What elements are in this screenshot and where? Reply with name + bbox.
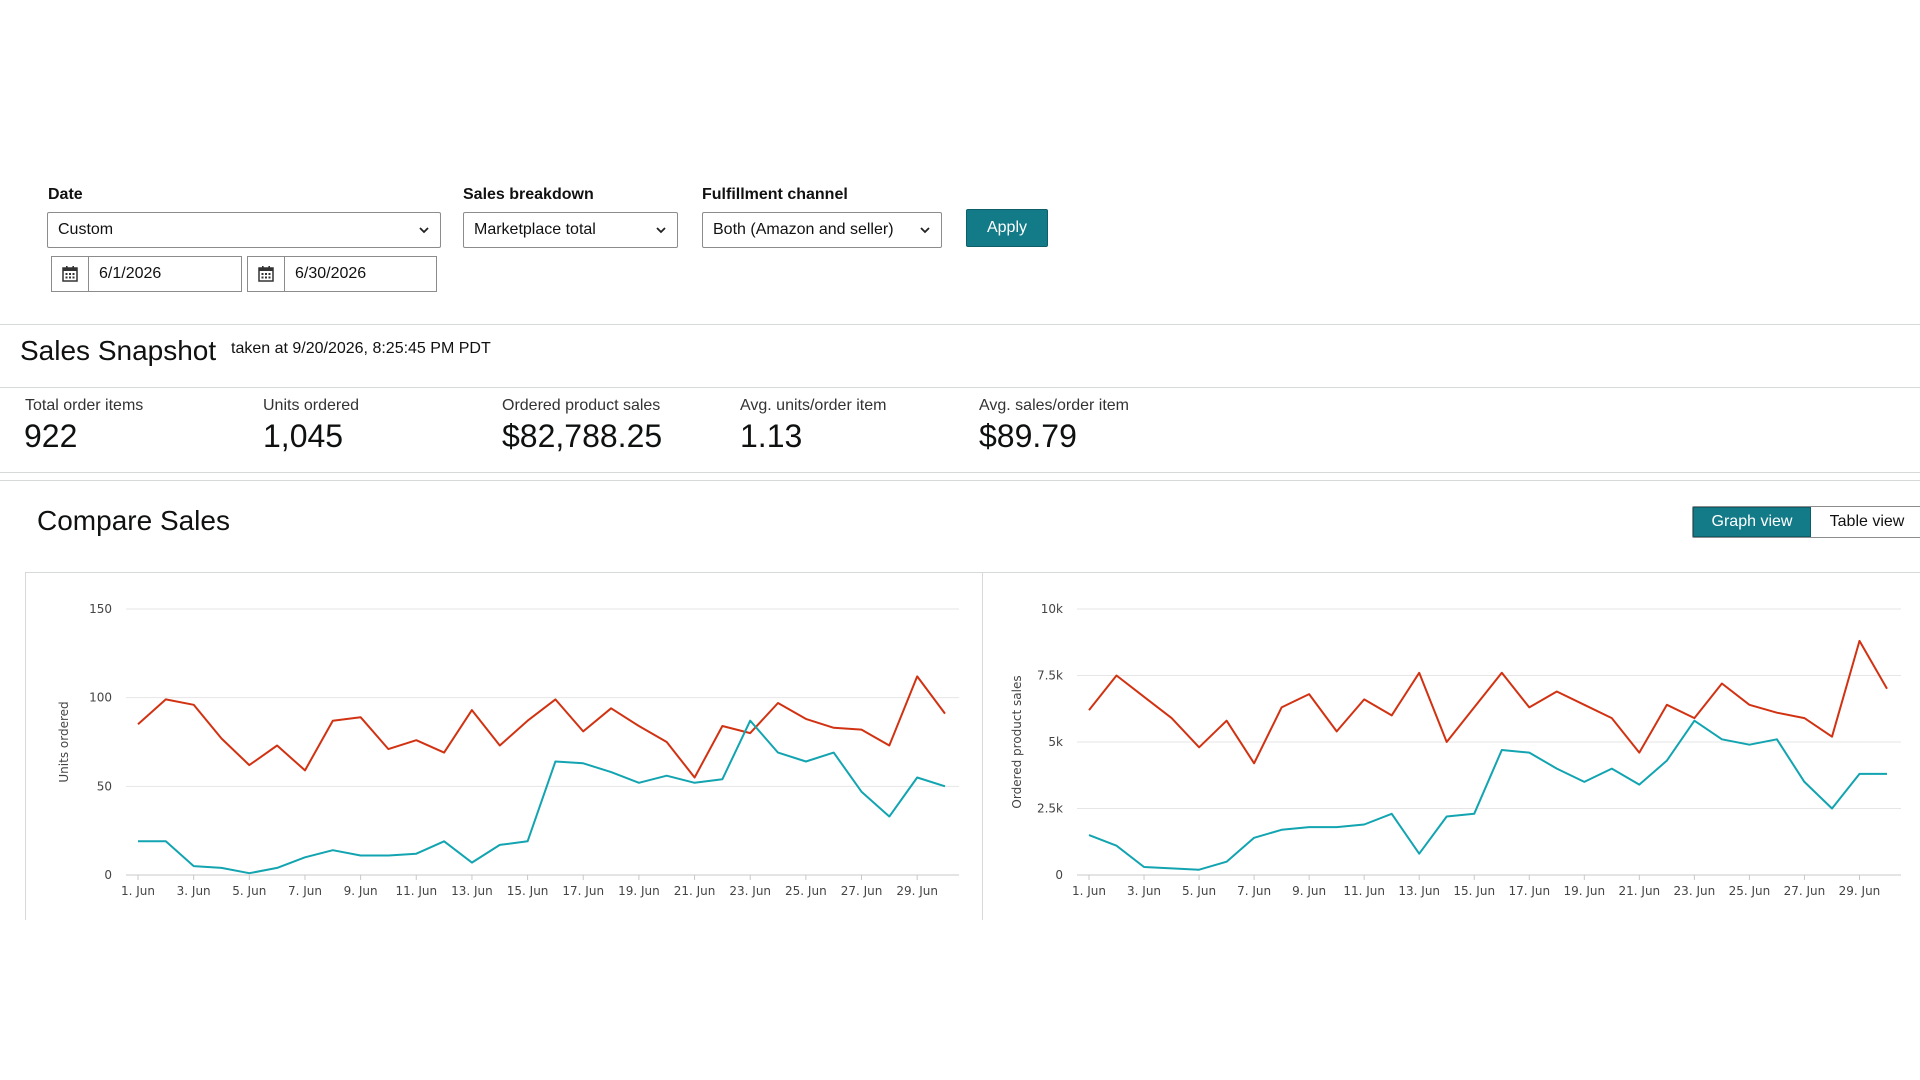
- metric-label-avg-sales-per-order-item: Avg. sales/order item: [979, 397, 1129, 414]
- x-tick-label: 25. Jun: [1729, 884, 1771, 898]
- divider: [0, 324, 1920, 325]
- x-tick-label: 25. Jun: [785, 884, 827, 898]
- sales-breakdown-label: Sales breakdown: [463, 186, 594, 203]
- x-tick-label: 7. Jun: [288, 884, 322, 898]
- x-tick-label: 3. Jun: [177, 884, 211, 898]
- calendar-icon[interactable]: [52, 257, 89, 291]
- ordered-product-sales-chart-panel: 0 2.5k 5k 7.5k 10k Ordered product sales 1. Ju…: [983, 572, 1920, 920]
- fulfillment-channel-select[interactable]: Both (Amazon and seller): [702, 212, 942, 248]
- ordered-product-sales-chart: 0 2.5k 5k 7.5k 10k Ordered product sales 1. Ju…: [1010, 602, 1901, 898]
- date-range-select[interactable]: Custom: [47, 212, 441, 248]
- view-toggle: Graph view Table view: [1692, 506, 1920, 538]
- x-tick-label: 9. Jun: [344, 884, 378, 898]
- metric-label-avg-units-per-order-item: Avg. units/order item: [740, 397, 887, 414]
- metric-label-total-order-items: Total order items: [25, 397, 144, 414]
- sales-breakdown-value: Marketplace total: [474, 221, 596, 238]
- metric-value-avg-units-per-order-item: 1.13: [740, 418, 803, 454]
- chevron-down-icon: [419, 227, 429, 234]
- end-date-field[interactable]: 6/30/2026: [247, 256, 437, 292]
- metric-label-ordered-product-sales: Ordered product sales: [502, 397, 661, 414]
- end-date-value: 6/30/2026: [295, 265, 367, 282]
- x-tick-label: 23. Jun: [1674, 884, 1716, 898]
- x-tick-label: 1. Jun: [121, 884, 155, 898]
- y-axis-title: Ordered product sales: [1010, 675, 1024, 808]
- x-tick-label: 27. Jun: [1784, 884, 1826, 898]
- fulfillment-channel-label: Fulfillment channel: [702, 186, 848, 203]
- x-tick-label: 5. Jun: [1182, 884, 1216, 898]
- chevron-down-icon: [656, 227, 666, 234]
- x-tick-label: 11. Jun: [395, 884, 437, 898]
- units-ordered-chart: 0 50 100 150 Units ordered 1. Jun 3. Jun 5. Jun…: [57, 602, 959, 898]
- y-tick-label: 7.5k: [1037, 669, 1063, 683]
- fulfillment-channel-value: Both (Amazon and seller): [713, 221, 894, 238]
- x-tick-label: 29. Jun: [896, 884, 938, 898]
- y-tick-label: 50: [97, 779, 112, 793]
- series-line-red: [137, 675, 946, 779]
- sales-breakdown-select[interactable]: Marketplace total: [463, 212, 678, 248]
- graph-view-button[interactable]: Graph view: [1693, 507, 1811, 537]
- x-tick-label: 5. Jun: [232, 884, 266, 898]
- metric-value-units-ordered: 1,045: [263, 418, 344, 454]
- x-tick-label: 13. Jun: [451, 884, 493, 898]
- series-line-red: [1088, 639, 1888, 765]
- start-date-value: 6/1/2026: [99, 265, 162, 282]
- divider: [0, 472, 1920, 473]
- y-tick-label: 10k: [1041, 602, 1063, 616]
- compare-sales-title: Compare Sales: [37, 505, 230, 536]
- start-date-field[interactable]: 6/1/2026: [51, 256, 242, 292]
- chevron-down-icon: [920, 227, 930, 234]
- x-tick-label: 7. Jun: [1237, 884, 1271, 898]
- x-tick-label: 21. Jun: [1619, 884, 1661, 898]
- calendar-icon[interactable]: [248, 257, 285, 291]
- divider: [0, 480, 1920, 481]
- x-tick-label: 19. Jun: [618, 884, 660, 898]
- y-tick-label: 0: [104, 868, 112, 882]
- y-axis-title: Units ordered: [57, 701, 71, 782]
- x-tick-label: 27. Jun: [841, 884, 883, 898]
- metric-value-ordered-product-sales: $82,788.25: [502, 418, 663, 454]
- series-line-teal: [138, 719, 946, 875]
- x-tick-label: 11. Jun: [1343, 884, 1385, 898]
- metric-value-total-order-items: 922: [24, 418, 78, 454]
- snapshot-timestamp: taken at 9/20/2026, 8:25:45 PM PDT: [231, 340, 491, 357]
- x-tick-label: 21. Jun: [674, 884, 716, 898]
- x-tick-label: 23. Jun: [729, 884, 771, 898]
- apply-button[interactable]: Apply: [966, 209, 1048, 247]
- x-tick-label: 13. Jun: [1398, 884, 1440, 898]
- snapshot-title: Sales Snapshot: [20, 335, 217, 366]
- y-tick-label: 100: [89, 691, 112, 705]
- x-tick-label: 17. Jun: [562, 884, 604, 898]
- y-tick-label: 0: [1055, 868, 1063, 882]
- series-line-teal: [1088, 719, 1887, 871]
- x-tick-label: 9. Jun: [1292, 884, 1326, 898]
- x-tick-label: 1. Jun: [1072, 884, 1106, 898]
- x-tick-label: 15. Jun: [1453, 884, 1495, 898]
- date-label: Date: [48, 186, 83, 203]
- date-range-value: Custom: [58, 221, 114, 238]
- x-tick-label: 15. Jun: [507, 884, 549, 898]
- units-ordered-chart-panel: 0 50 100 150 Units ordered 1. Jun 3. Jun 5. Jun…: [25, 572, 983, 920]
- x-tick-label: 17. Jun: [1508, 884, 1550, 898]
- metric-label-units-ordered: Units ordered: [263, 397, 360, 414]
- x-tick-label: 29. Jun: [1839, 884, 1881, 898]
- divider: [0, 387, 1920, 388]
- y-tick-label: 5k: [1048, 735, 1063, 749]
- metric-value-avg-sales-per-order-item: $89.79: [979, 418, 1077, 454]
- x-tick-label: 3. Jun: [1127, 884, 1161, 898]
- y-tick-label: 150: [89, 602, 112, 616]
- x-tick-label: 19. Jun: [1563, 884, 1605, 898]
- table-view-button[interactable]: Table view: [1811, 507, 1920, 537]
- y-tick-label: 2.5k: [1037, 802, 1063, 816]
